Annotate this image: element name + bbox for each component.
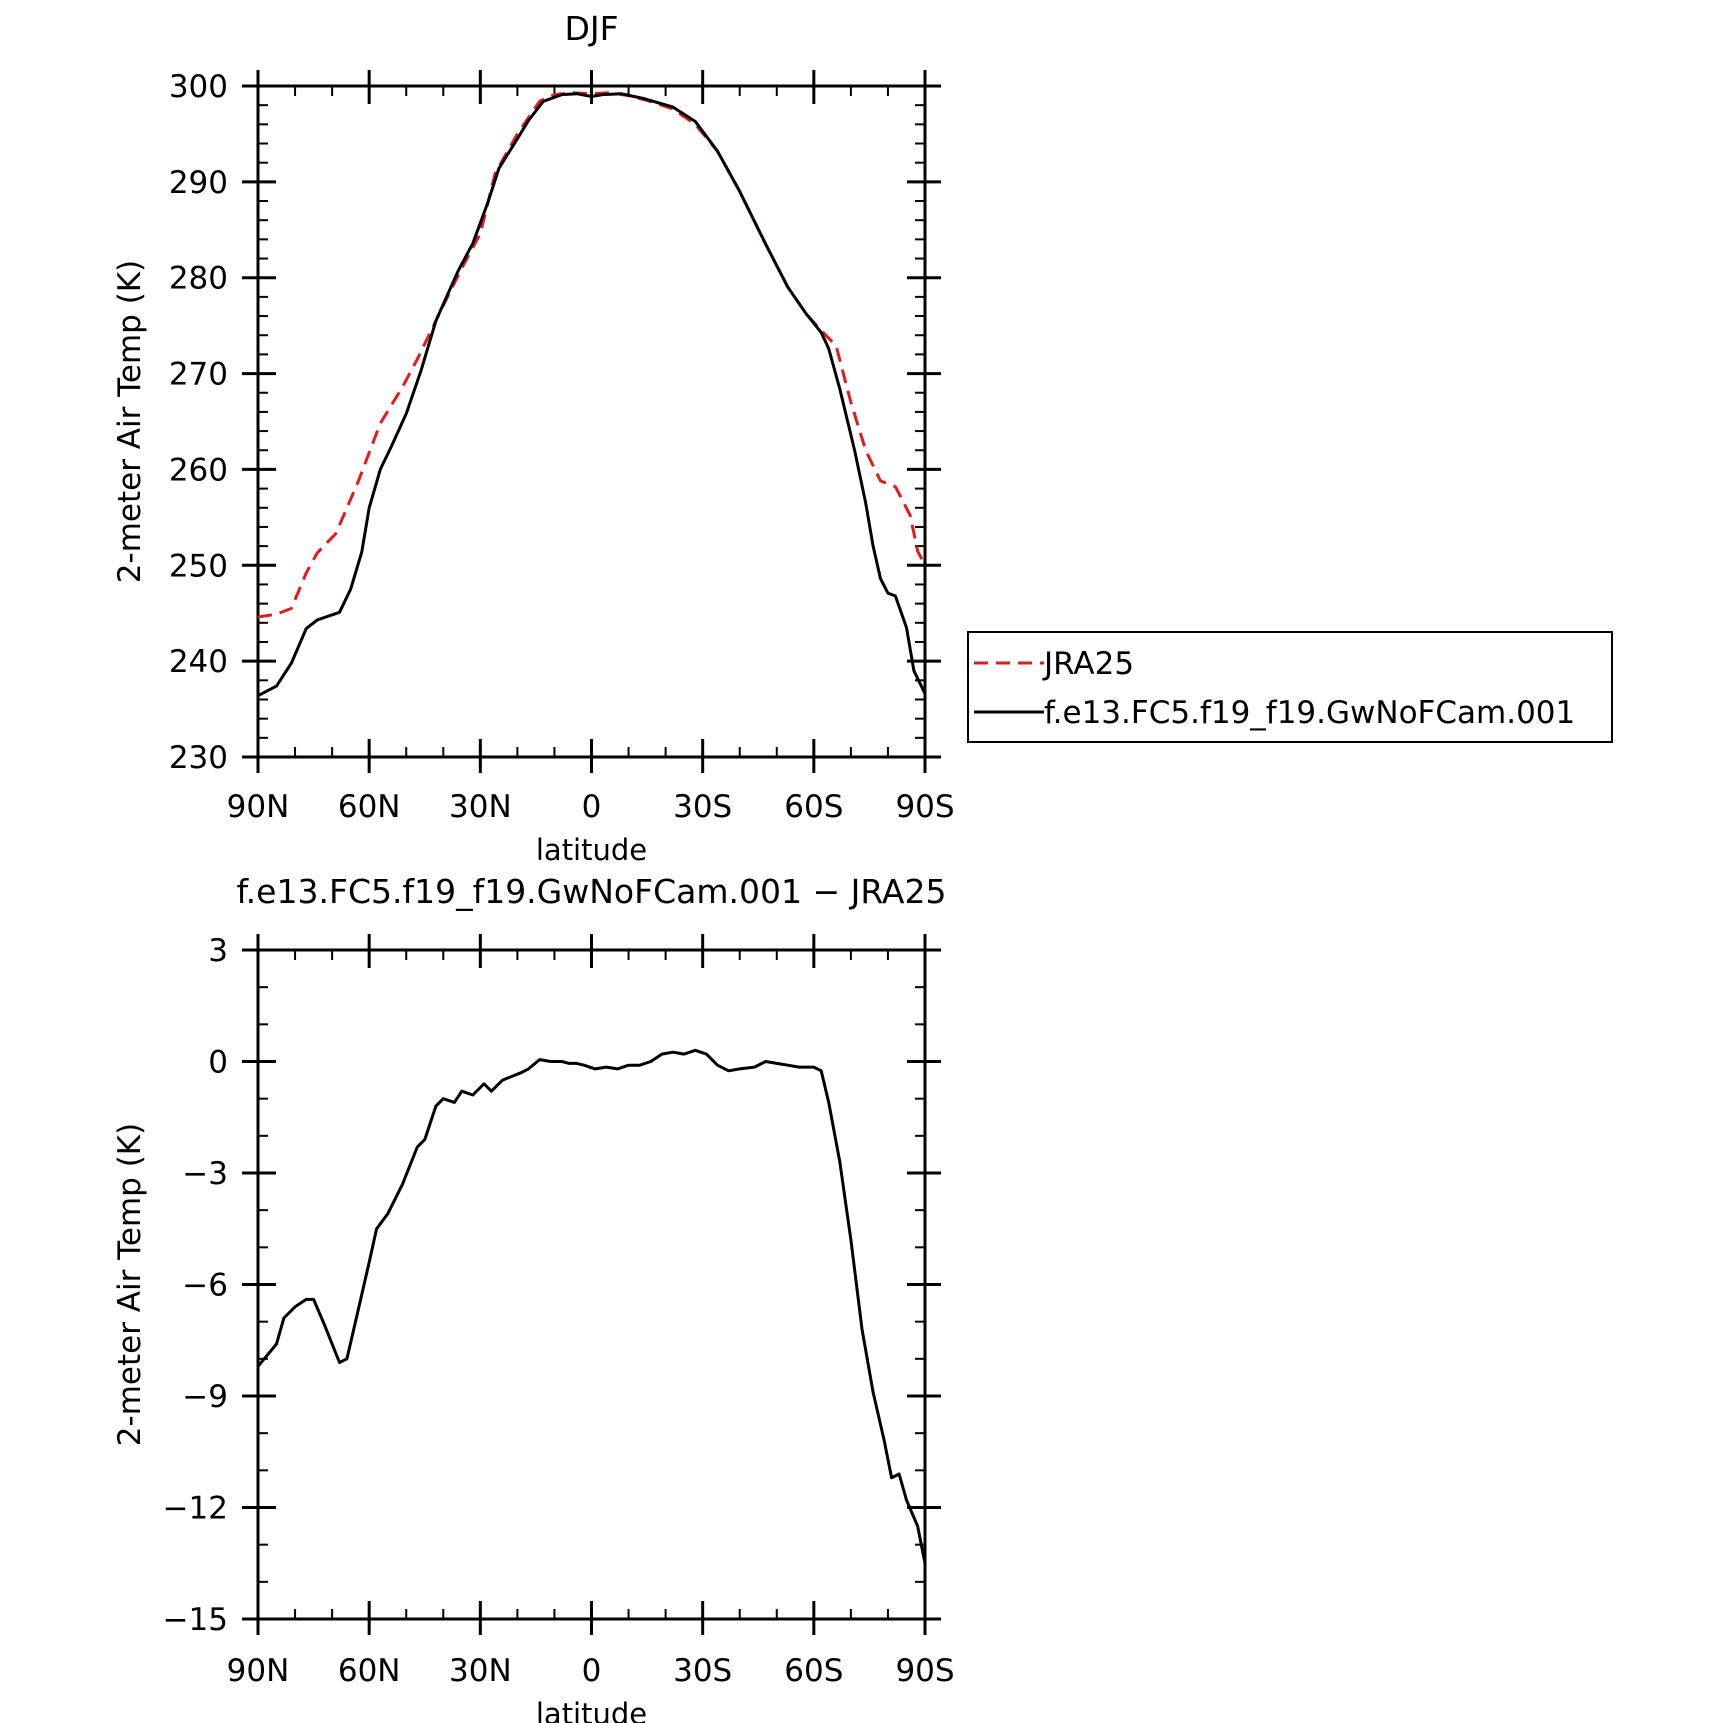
chart-title: f.e13.FC5.f19_f19.GwNoFCam.001 − JRA25 xyxy=(236,872,946,911)
x-tick-label: 30S xyxy=(673,789,732,825)
y-tick-label: 280 xyxy=(169,261,228,297)
x-tick-label: 90S xyxy=(895,789,954,825)
x-tick-label: 60S xyxy=(784,1653,843,1689)
y-axis-label: 2-meter Air Temp (K) xyxy=(112,260,148,583)
x-axis-label: latitude xyxy=(536,1697,647,1723)
x-tick-label: 90N xyxy=(227,1653,290,1689)
x-tick-label: 60N xyxy=(338,1653,401,1689)
y-tick-label: −3 xyxy=(182,1156,228,1192)
y-tick-label: −9 xyxy=(182,1379,228,1415)
legend-entry-label: f.e13.FC5.f19_f19.GwNoFCam.001 xyxy=(1044,695,1575,731)
legend-entry-label: JRA25 xyxy=(1042,646,1134,682)
y-tick-label: 240 xyxy=(169,644,228,680)
y-tick-label: −15 xyxy=(163,1602,228,1638)
x-tick-label: 0 xyxy=(582,789,602,825)
x-tick-label: 90S xyxy=(895,1653,954,1689)
y-tick-label: 300 xyxy=(169,69,228,105)
series-line-jra25 xyxy=(257,91,927,619)
x-tick-label: 60N xyxy=(338,789,401,825)
x-tick-label: 0 xyxy=(582,1653,602,1689)
series-line-difference xyxy=(256,1048,927,1564)
chart-title: DJF xyxy=(564,9,618,48)
plot-frame xyxy=(256,948,927,1621)
y-tick-label: 260 xyxy=(169,452,228,488)
panel-top-djf: DJF 90N 60N 30N 0 30S 60S 90S 230 240 250 260 270 280… xyxy=(112,9,955,867)
legend: JRA25 f.e13.FC5.f19_f19.GwNoFCam.001 xyxy=(967,631,1613,743)
panel-bottom-difference: f.e13.FC5.f19_f19.GwNoFCam.001 − JRA25 90… xyxy=(112,872,955,1723)
y-tick-label: 0 xyxy=(208,1045,228,1081)
y-axis-label: 2-meter Air Temp (K) xyxy=(112,1123,148,1446)
y-tick-label: 3 xyxy=(208,933,228,969)
y-tick-label: −6 xyxy=(182,1268,228,1304)
x-axis-label: latitude xyxy=(536,833,647,867)
x-tick-label: 60S xyxy=(784,789,843,825)
y-tick-label: 250 xyxy=(169,548,228,584)
x-tick-label: 30N xyxy=(449,789,512,825)
y-tick-label: 270 xyxy=(169,357,228,393)
plot-frame xyxy=(256,84,927,759)
y-tick-label: 230 xyxy=(169,740,228,776)
y-tick-label: 290 xyxy=(169,165,228,201)
series-line-f-e13-fc5-f19-f19-gwnofcam-001 xyxy=(257,92,927,698)
x-tick-label: 30N xyxy=(449,1653,512,1689)
x-tick-label: 90N xyxy=(227,789,290,825)
x-tick-label: 30S xyxy=(673,1653,732,1689)
y-tick-label: −12 xyxy=(163,1491,228,1527)
legend-box xyxy=(967,631,1613,743)
